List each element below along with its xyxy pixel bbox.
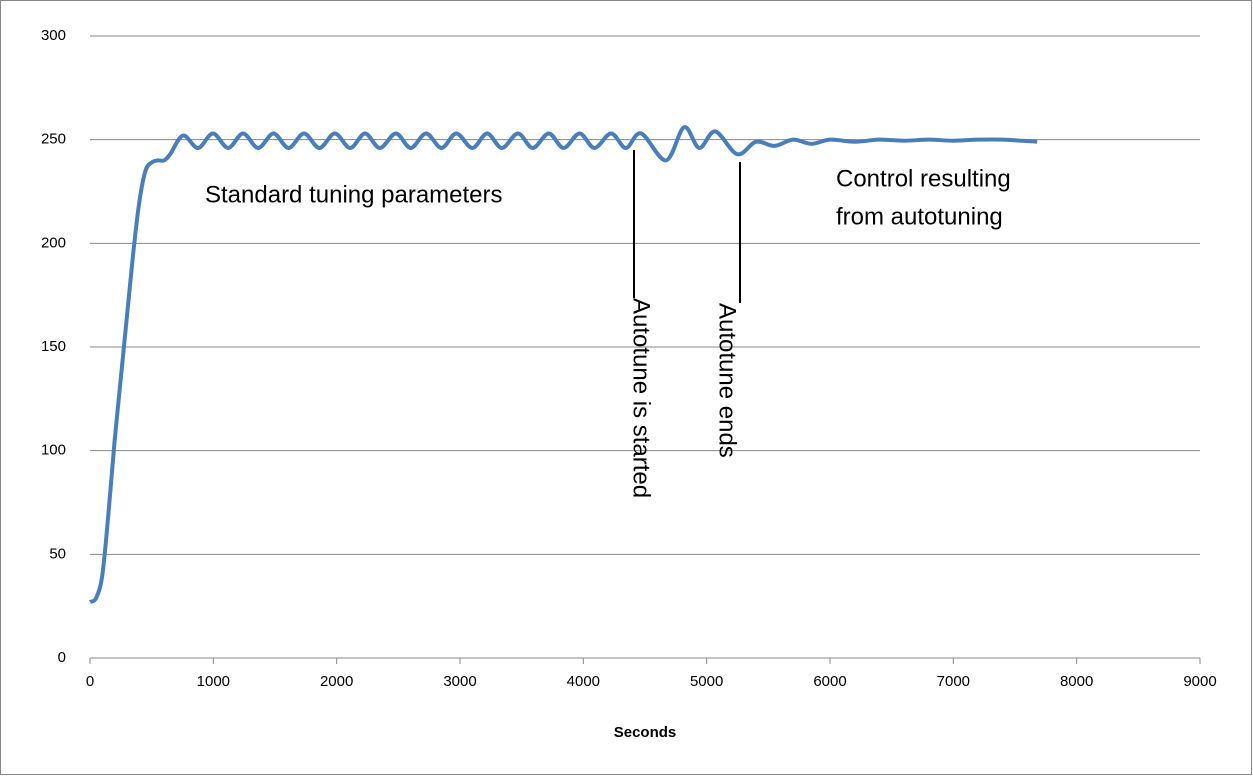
annotation: Standard tuning parameters <box>205 181 503 208</box>
x-tick-label: 5000 <box>690 673 723 690</box>
x-tick-label: 1000 <box>197 673 230 690</box>
annotation: from autotuning <box>836 203 1003 230</box>
x-tick-label: 4000 <box>567 673 600 690</box>
annotation: Autotune ends <box>714 303 741 458</box>
y-tick-label: 150 <box>41 338 66 355</box>
annotation: Autotune is started <box>628 298 655 498</box>
annotation: Control resulting <box>836 165 1011 192</box>
x-tick-label: 0 <box>86 673 94 690</box>
x-tick-label: 6000 <box>813 673 846 690</box>
x-tick-label: 8000 <box>1060 673 1093 690</box>
x-axis-label: Seconds <box>614 724 677 741</box>
y-tick-label: 100 <box>41 442 66 459</box>
y-tick-label: 300 <box>41 27 66 44</box>
x-tick-label: 3000 <box>443 673 476 690</box>
data-line <box>88 125 1038 604</box>
x-tick-label: 9000 <box>1183 673 1216 690</box>
y-tick-label: 250 <box>41 131 66 148</box>
y-tick-label: 0 <box>58 649 66 666</box>
x-tick-label: 2000 <box>320 673 353 690</box>
y-tick-label: 200 <box>41 234 66 251</box>
y-tick-label: 50 <box>49 545 66 562</box>
x-tick-label: 7000 <box>937 673 970 690</box>
